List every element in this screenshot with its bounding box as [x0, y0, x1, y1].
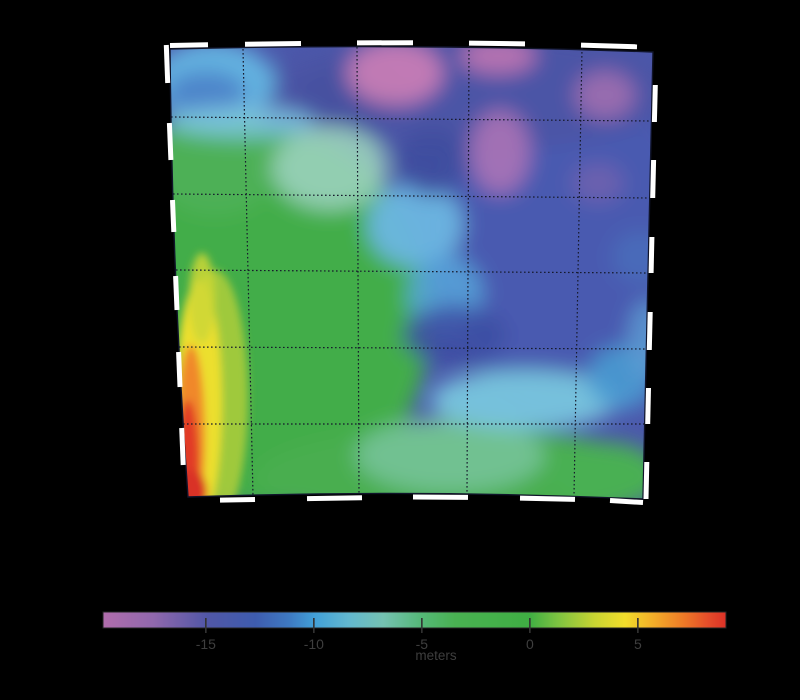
- field-blob: [367, 183, 463, 267]
- frame-tick-top: [244, 41, 302, 47]
- field-blob: [403, 305, 507, 365]
- field-blob: [550, 442, 653, 499]
- colorbar-tick-label: 5: [634, 636, 642, 652]
- field-blob: [170, 106, 315, 138]
- frame-tick-left: [173, 275, 180, 311]
- field-blob: [355, 417, 545, 493]
- map-frame-ticks: [163, 40, 658, 505]
- frame-tick-right: [651, 84, 658, 123]
- field-blob: [396, 128, 468, 196]
- field-blob: [177, 400, 199, 499]
- colorbar-tick-label: -10: [304, 636, 324, 652]
- graticule-gridlines: [170, 45, 653, 497]
- field-blob: [575, 71, 635, 119]
- colorbar-ticks: [205, 618, 639, 633]
- field-blob: [177, 470, 207, 499]
- grid-line: [356, 46, 360, 495]
- frame-tick-top: [580, 42, 638, 50]
- field-blob: [430, 370, 620, 430]
- field-blobs-soft: [170, 46, 653, 499]
- frame-tick-top: [468, 40, 526, 47]
- colorbar-unit-label: meters: [415, 648, 457, 663]
- frame-tick-bottom: [306, 495, 363, 502]
- field-blob: [189, 253, 215, 343]
- frame-tick-right: [648, 236, 655, 274]
- frame-tick-right: [643, 461, 650, 500]
- frame-tick-right: [645, 387, 651, 425]
- field-layer: [170, 46, 653, 499]
- frame-tick-top: [169, 42, 209, 48]
- field-blob: [272, 126, 388, 210]
- field-blob: [470, 110, 530, 194]
- frame-tick-right: [650, 159, 657, 199]
- colorbar: -15 -10 -5 0 5 meters: [102, 611, 727, 663]
- field-blob: [170, 71, 246, 115]
- grid-line: [170, 116, 653, 122]
- frame-tick-bottom: [519, 495, 576, 502]
- frame-tick-bottom: [219, 497, 256, 503]
- grid-line: [573, 47, 583, 497]
- field-blob: [612, 231, 653, 283]
- frame-tick-left: [179, 427, 186, 466]
- grid-line: [242, 48, 254, 497]
- grid-line: [175, 269, 650, 274]
- colorbar-tick-label: 0: [526, 636, 534, 652]
- colorbar-tick-labels: -15 -10 -5 0 5: [196, 636, 642, 652]
- frame-tick-left: [166, 122, 174, 161]
- frame-tick-left: [163, 44, 171, 84]
- map-panel: [163, 40, 658, 505]
- field-blob: [572, 163, 624, 203]
- frame-tick-bottom: [609, 498, 644, 505]
- colorbar-gradient-bar: [102, 611, 727, 629]
- frame-tick-left: [176, 351, 183, 388]
- colorbar-tick-label: -5: [416, 636, 429, 652]
- colorbar-tick-label: -15: [196, 636, 216, 652]
- frame-tick-right: [646, 311, 653, 351]
- frame-tick-left: [170, 199, 177, 233]
- field-blob: [347, 46, 443, 105]
